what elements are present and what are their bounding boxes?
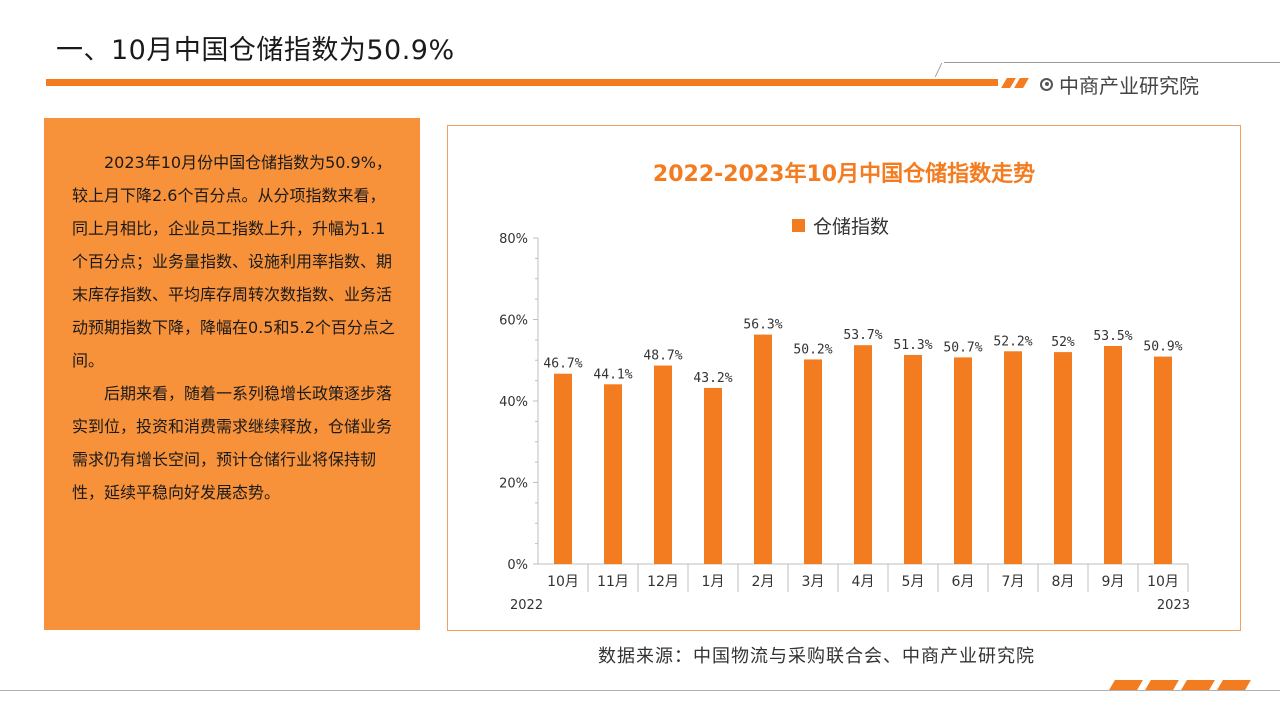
y-tick-label: 0%: [507, 558, 528, 573]
bar: [1054, 352, 1072, 564]
legend-swatch: [792, 219, 805, 232]
data-label: 44.1%: [593, 367, 632, 382]
bar: [704, 387, 722, 564]
bar: [754, 334, 772, 564]
bar: [954, 357, 972, 564]
x-tick-label: 10月: [547, 574, 579, 590]
x-tick-label: 6月: [952, 574, 975, 590]
text-panel: 2023年10月份中国仓储指数为50.9%，较上月下降2.6个百分点。从分项指数…: [44, 118, 420, 630]
data-label: 50.7%: [943, 340, 982, 355]
page-title: 一、10月中国仓储指数为50.9%: [56, 35, 455, 66]
chart-legend: 仓储指数: [792, 212, 889, 239]
x-tick-label: 10月: [1147, 574, 1179, 590]
data-label: 56.3%: [743, 318, 782, 333]
footer-line: [0, 690, 1280, 691]
header-accent-bar: [46, 79, 998, 86]
x-year-label-start: 2022: [510, 598, 543, 613]
data-source: 数据来源：中国物流与采购联合会、中商产业研究院: [598, 646, 1035, 667]
data-label: 53.7%: [843, 328, 882, 343]
chart-title: 2022-2023年10月中国仓储指数走势: [652, 162, 1036, 187]
x-tick-label: 1月: [702, 574, 725, 590]
brand: 中商产业研究院: [1040, 70, 1199, 98]
bar: [854, 345, 872, 564]
x-tick-label: 5月: [902, 574, 925, 590]
header-divider-line: [944, 62, 1280, 63]
brand-name: 中商产业研究院: [1059, 73, 1199, 98]
y-tick-label: 60%: [499, 314, 528, 329]
x-tick-label: 8月: [1052, 574, 1075, 590]
x-tick-label: 4月: [852, 574, 875, 590]
brand-logo-icon: [1040, 77, 1053, 91]
bar: [654, 365, 672, 564]
x-tick-label: 11月: [597, 574, 629, 590]
footer-stripes: [1109, 680, 1252, 690]
chart-panel: 2022-2023年10月中国仓储指数走势 仓储指数 0% 20% 40% 60% 80…: [447, 125, 1241, 631]
bar: [604, 384, 622, 564]
data-label: 48.7%: [643, 349, 682, 364]
header-divider-slash: [934, 63, 943, 77]
x-tick-label: 9月: [1102, 574, 1125, 590]
x-tick-label: 2月: [752, 574, 775, 590]
bar: [804, 359, 822, 564]
y-tick-label: 40%: [499, 395, 528, 410]
data-label: 46.7%: [543, 357, 582, 372]
chart-plot: 0% 20% 40% 60% 80% 46.7% 10月 44.1% 11月 48.7% 12月 43…: [499, 232, 1190, 613]
x-tick-label: 3月: [802, 574, 825, 590]
text-paragraph-2: 后期来看，随着一系列稳增长政策逐步落实到位，投资和消费需求继续释放，仓储业务需求…: [72, 384, 393, 502]
data-label: 43.2%: [693, 371, 732, 386]
text-paragraph-1: 2023年10月份中国仓储指数为50.9%，较上月下降2.6个百分点。从分项指数…: [72, 153, 395, 370]
header-stripes: [1001, 78, 1032, 88]
data-label: 52%: [1051, 335, 1075, 350]
data-label: 50.9%: [1143, 340, 1182, 355]
y-tick-label: 20%: [499, 477, 528, 492]
bar: [1154, 356, 1172, 564]
data-label: 51.3%: [893, 338, 932, 353]
y-tick-label: 80%: [499, 232, 528, 247]
x-tick-label: 7月: [1002, 574, 1025, 590]
bar: [1004, 351, 1022, 564]
x-year-label-end: 2023: [1157, 598, 1190, 613]
bar: [904, 354, 922, 564]
data-label: 52.2%: [993, 334, 1032, 349]
bar: [1104, 345, 1122, 564]
legend-label: 仓储指数: [813, 216, 890, 238]
bar: [554, 373, 572, 564]
x-tick-label: 12月: [647, 574, 679, 590]
data-label: 50.2%: [793, 342, 832, 357]
data-label: 53.5%: [1093, 329, 1132, 344]
